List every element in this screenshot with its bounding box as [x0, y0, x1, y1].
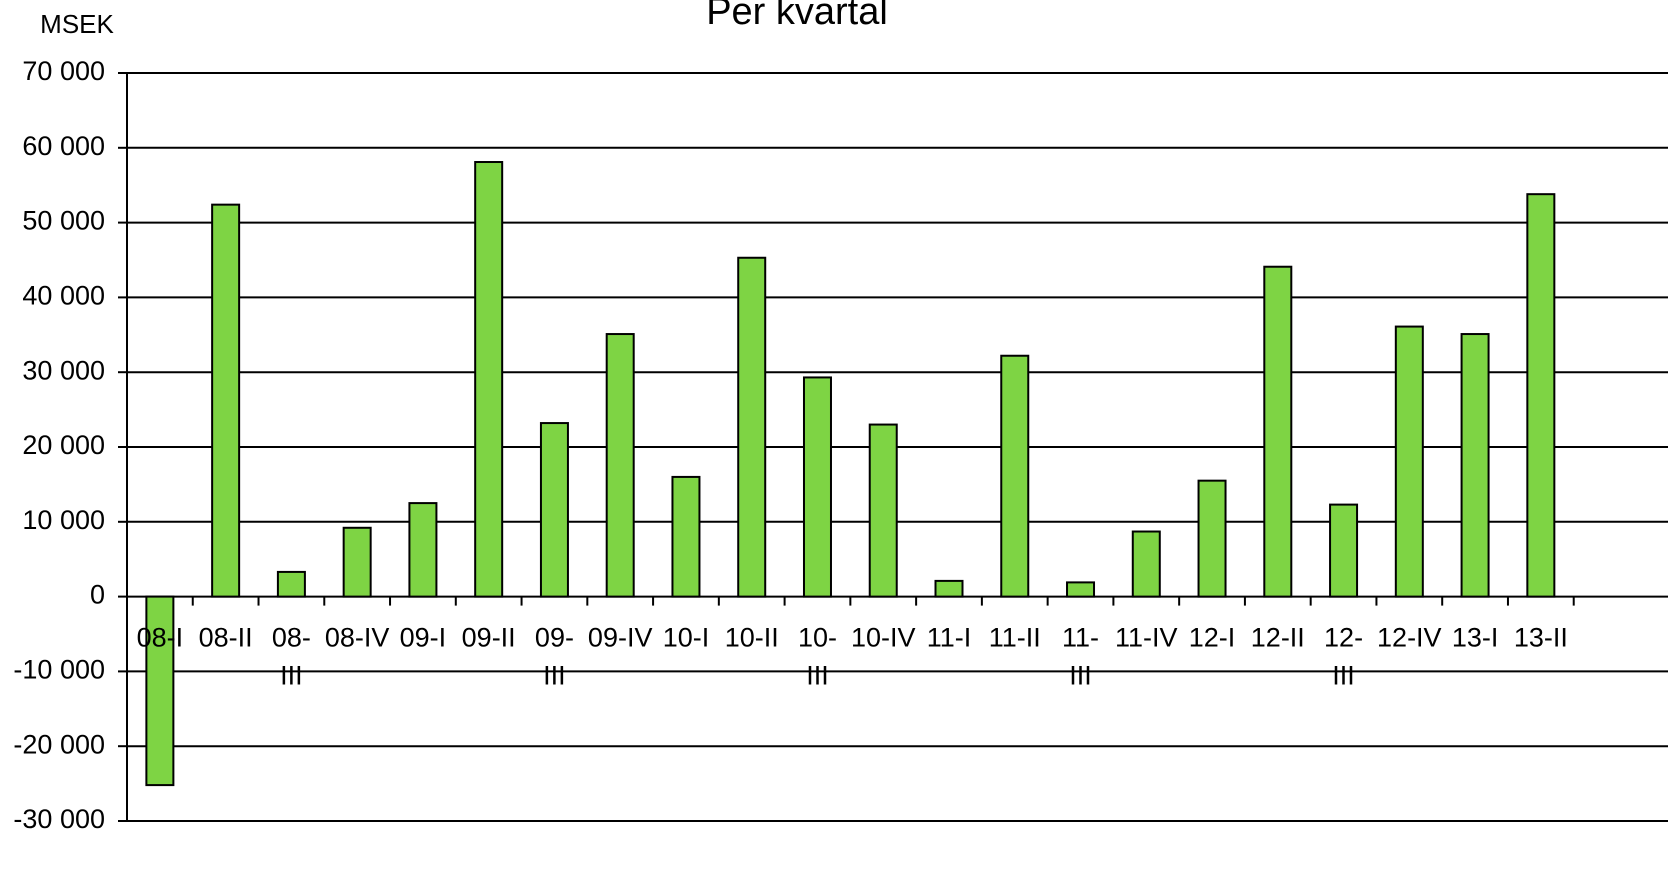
x-tick-label: 12-IV [1377, 623, 1442, 653]
x-tick-label-part: 12- [1324, 623, 1363, 653]
y-tick-label: -30 000 [13, 804, 105, 834]
x-tick-label-part: III [1332, 661, 1355, 691]
y-tick-label: -20 000 [13, 729, 105, 759]
bar [605, 333, 635, 598]
bar [474, 161, 504, 598]
x-tick-label: 12-II [1251, 623, 1305, 653]
x-tick-label: 13-I [1452, 623, 1499, 653]
x-tick-label-part: III [543, 661, 566, 691]
y-tick-label: 60 000 [22, 131, 105, 161]
x-tick-label-part: 08- [272, 623, 311, 653]
bar [408, 502, 438, 598]
bar [342, 526, 372, 598]
bar [1000, 354, 1030, 598]
bar [539, 422, 569, 598]
bar [1526, 193, 1556, 598]
x-tick-label: 12- III [1324, 623, 1363, 691]
bar [276, 570, 306, 598]
x-tick-label-part: III [280, 661, 303, 691]
x-tick-label-part: 09- [535, 623, 574, 653]
y-tick-label: 0 [90, 580, 105, 610]
x-tick-label: 10- III [798, 623, 837, 691]
bar [1131, 530, 1161, 598]
x-tick-label: 11-IV [1115, 623, 1178, 653]
bar [145, 595, 175, 787]
bar [868, 423, 898, 598]
y-tick-label: 50 000 [22, 206, 105, 236]
bar [1329, 503, 1359, 598]
bar [1197, 479, 1227, 598]
x-tick-label: 11- III [1062, 623, 1099, 691]
x-tick-label-part: 11- [1062, 623, 1099, 653]
x-tick-label-part: III [806, 661, 829, 691]
bar [802, 376, 832, 598]
x-tick-label: 08- III [272, 623, 311, 691]
x-tick-label: 08-II [199, 623, 253, 653]
x-tick-label: 09-IV [588, 623, 653, 653]
chart-title: Per kvartal [706, 0, 888, 33]
x-tick-label: 09- III [535, 623, 574, 691]
x-tick-label: 13-II [1514, 623, 1568, 653]
y-tick-label: -10 000 [13, 655, 105, 685]
bar [1263, 265, 1293, 598]
y-tick-label: 10 000 [22, 505, 105, 535]
bar [211, 203, 241, 598]
y-tick-label: 30 000 [22, 355, 105, 385]
x-tick-label: 11-I [927, 623, 972, 653]
x-tick-label: 10-IV [851, 623, 916, 653]
y-tick-label: 40 000 [22, 281, 105, 311]
x-tick-label: 08-IV [325, 623, 390, 653]
x-tick-label-part: 10- [798, 623, 837, 653]
x-tick-label: 10-I [663, 623, 710, 653]
y-tick-label: 20 000 [22, 430, 105, 460]
x-tick-label: 08-I [137, 623, 184, 653]
bar [1394, 325, 1424, 598]
y-tick-label: 70 000 [22, 56, 105, 86]
bar [934, 579, 964, 598]
x-tick-label: 09-II [462, 623, 516, 653]
y-axis-label: MSEK [40, 9, 114, 39]
x-tick-label: 10-II [725, 623, 779, 653]
x-tick-label: 11-II [989, 623, 1041, 653]
x-tick-label: 09-I [400, 623, 447, 653]
x-tick-label-part: III [1069, 661, 1092, 691]
bar [1460, 333, 1490, 598]
bar [671, 475, 701, 598]
x-tick-label: 12-I [1189, 623, 1236, 653]
bar [737, 256, 767, 598]
bar [1066, 581, 1096, 598]
